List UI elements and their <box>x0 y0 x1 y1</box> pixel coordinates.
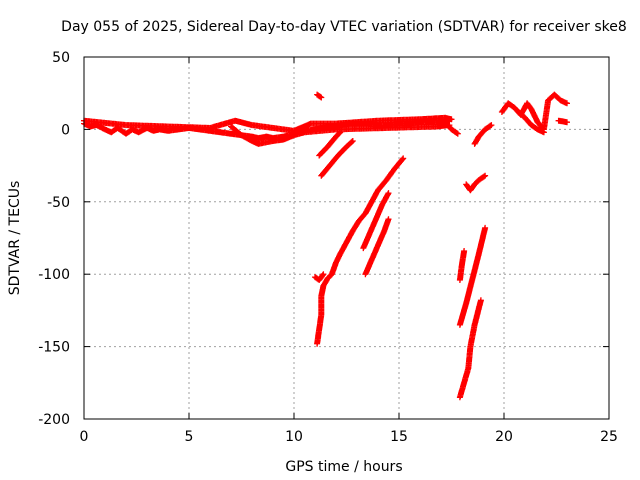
series-6 <box>362 216 392 278</box>
series-11 <box>463 172 489 194</box>
series-11-markers <box>463 172 489 194</box>
series-15 <box>456 248 468 283</box>
series-7-markers <box>316 129 344 159</box>
series-12-markers <box>471 122 495 147</box>
chart-title: Day 055 of 2025, Sidereal Day-to-day VTE… <box>61 19 627 35</box>
series-6-markers <box>362 216 392 278</box>
y-tick-label-1: -150 <box>38 340 70 356</box>
series-18-markers <box>555 117 570 126</box>
series-9 <box>314 91 325 101</box>
series-7 <box>316 129 344 159</box>
series-8 <box>318 138 356 179</box>
series-1-markers <box>228 122 453 147</box>
series-5-markers <box>360 190 392 252</box>
x-tick-label-1: 5 <box>185 429 194 445</box>
series-1 <box>228 122 453 147</box>
data-layer <box>81 91 570 401</box>
series-4 <box>312 271 327 283</box>
series-14-markers <box>456 297 484 401</box>
x-tick-label-4: 20 <box>495 429 513 445</box>
series-3-markers <box>314 155 407 347</box>
series-12 <box>471 122 495 147</box>
series-10 <box>442 119 461 137</box>
series-5 <box>360 190 392 252</box>
series-4-markers <box>312 271 327 283</box>
series-17 <box>515 109 547 136</box>
series-13 <box>456 224 489 328</box>
series-9-markers <box>314 91 325 101</box>
series-14 <box>456 297 484 401</box>
plot-frame <box>83 56 610 420</box>
y-tick-label-0: -200 <box>38 412 70 428</box>
y-tick-label-5: 50 <box>52 50 70 66</box>
series-17-markers <box>515 109 547 136</box>
series-3 <box>314 155 407 347</box>
series-15-markers <box>456 248 468 283</box>
x-tick-label-3: 15 <box>390 429 408 445</box>
x-axis-label: GPS time / hours <box>285 459 402 475</box>
series-8-markers <box>318 138 356 179</box>
tick-layer: 0 5 10 15 20 25 -200 -150 -100 -50 0 50 <box>38 50 618 445</box>
y-tick-label-4: 0 <box>61 122 70 138</box>
series-10-markers <box>442 119 461 137</box>
x-tick-label-2: 10 <box>285 429 303 445</box>
y-tick-label-2: -100 <box>38 267 70 283</box>
y-axis-label: SDTVAR / TECUs <box>7 181 23 296</box>
x-tick-label-5: 25 <box>600 429 618 445</box>
grid-layer <box>84 57 609 419</box>
x-tick-label-0: 0 <box>80 429 89 445</box>
series-18 <box>555 117 570 126</box>
y-tick-label-3: -50 <box>47 195 70 211</box>
series-13-markers <box>456 224 489 328</box>
